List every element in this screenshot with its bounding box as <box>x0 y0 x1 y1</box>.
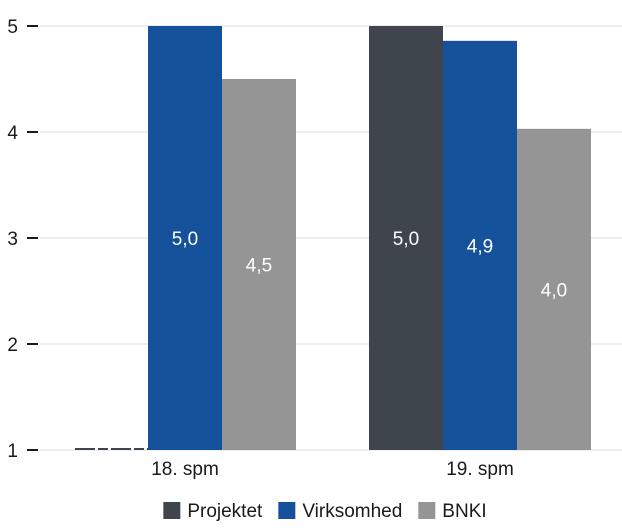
bar-data-label: 4,9 <box>467 236 493 257</box>
legend-swatch-projektet <box>163 502 181 519</box>
x-category-label: 19. spm <box>446 459 514 480</box>
bar-bnki <box>517 128 591 450</box>
legend-swatch-bnki <box>418 502 436 519</box>
bar-virksomhed <box>443 40 517 451</box>
y-tick-label: 3 <box>7 229 18 250</box>
legend-label-virksomhed: Virksomhed <box>302 501 402 522</box>
legend-swatch-virksomhed <box>278 502 296 519</box>
bar-data-label: 5,0 <box>172 229 198 250</box>
bar-virksomhed <box>148 26 222 450</box>
x-category-label: 18. spm <box>151 459 219 480</box>
bar-data-label: 4,0 <box>541 280 567 301</box>
y-tick-label: 2 <box>7 335 18 356</box>
legend-label-bnki: BNKI <box>442 501 486 522</box>
bar-bnki <box>222 79 296 450</box>
y-tick-label: 4 <box>7 123 18 144</box>
bar-data-label: 4,5 <box>246 256 272 277</box>
bar-data-label: 5,0 <box>393 229 419 250</box>
y-tick-label: 1 <box>7 441 18 462</box>
bar-projektet <box>369 26 443 450</box>
legend-label-projektet: Projektet <box>187 501 263 522</box>
y-tick-label: 5 <box>7 17 18 38</box>
